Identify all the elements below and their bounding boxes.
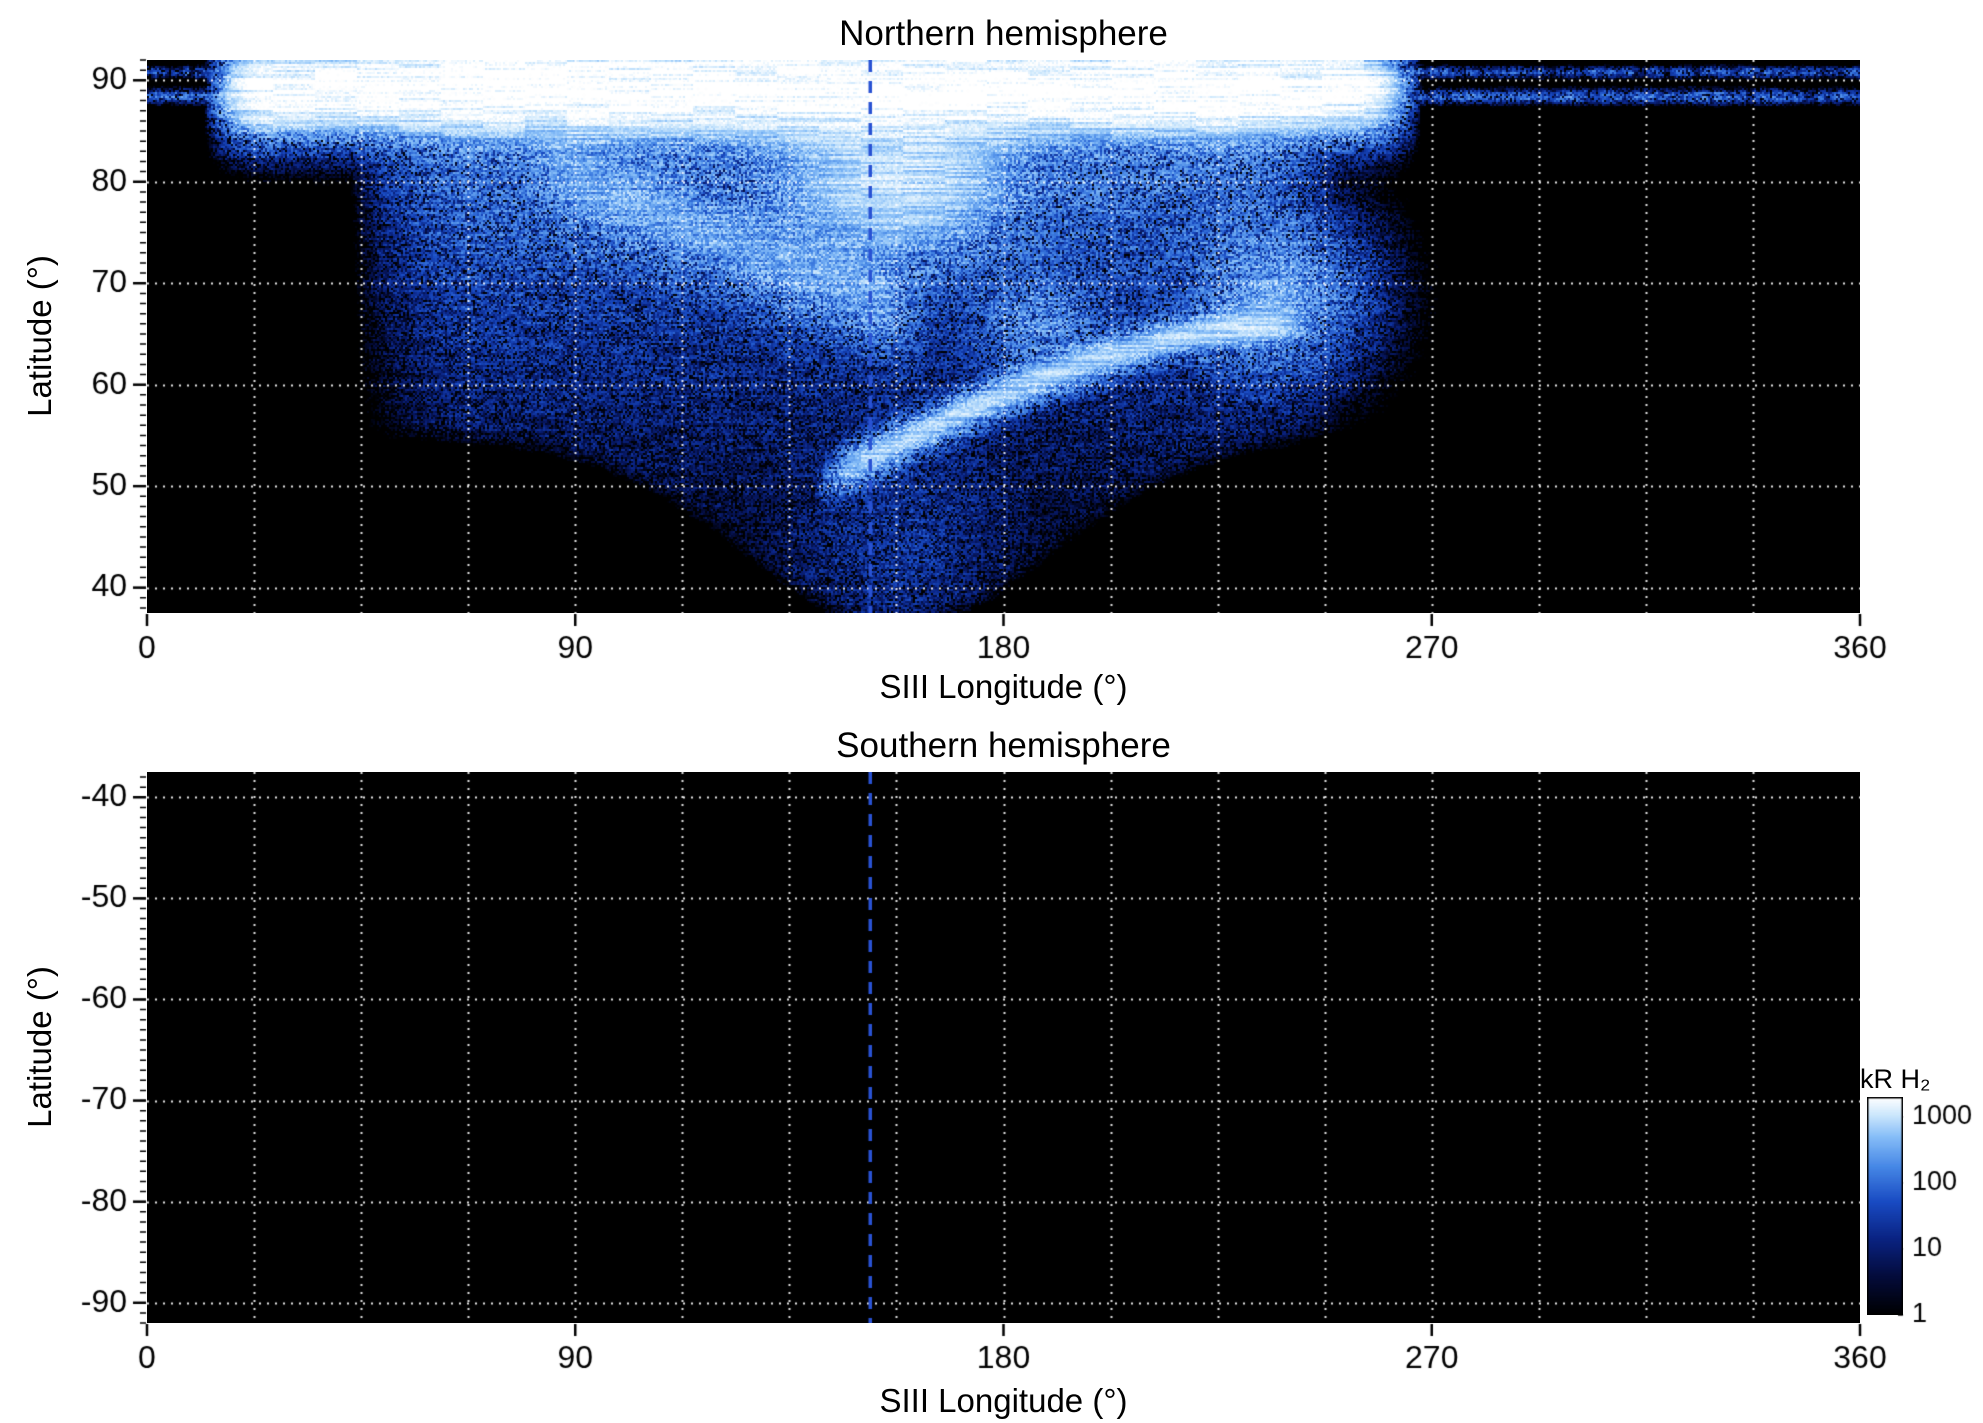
south-xlabel: SIII Longitude (°): [879, 1382, 1128, 1419]
colorbar-title: kR H₂: [1860, 1064, 1931, 1094]
south-heatmap-canvas: [147, 772, 1860, 1323]
north-title: Northern hemisphere: [839, 14, 1168, 53]
north-ylabel: Latitude (°): [21, 255, 58, 417]
colorbar-canvas: [1867, 1097, 1903, 1315]
south-title: Southern hemisphere: [836, 726, 1171, 765]
north-xlabel: SIII Longitude (°): [879, 668, 1128, 705]
south-ylabel: Latitude (°): [21, 966, 58, 1128]
north-heatmap-canvas: [147, 60, 1860, 613]
